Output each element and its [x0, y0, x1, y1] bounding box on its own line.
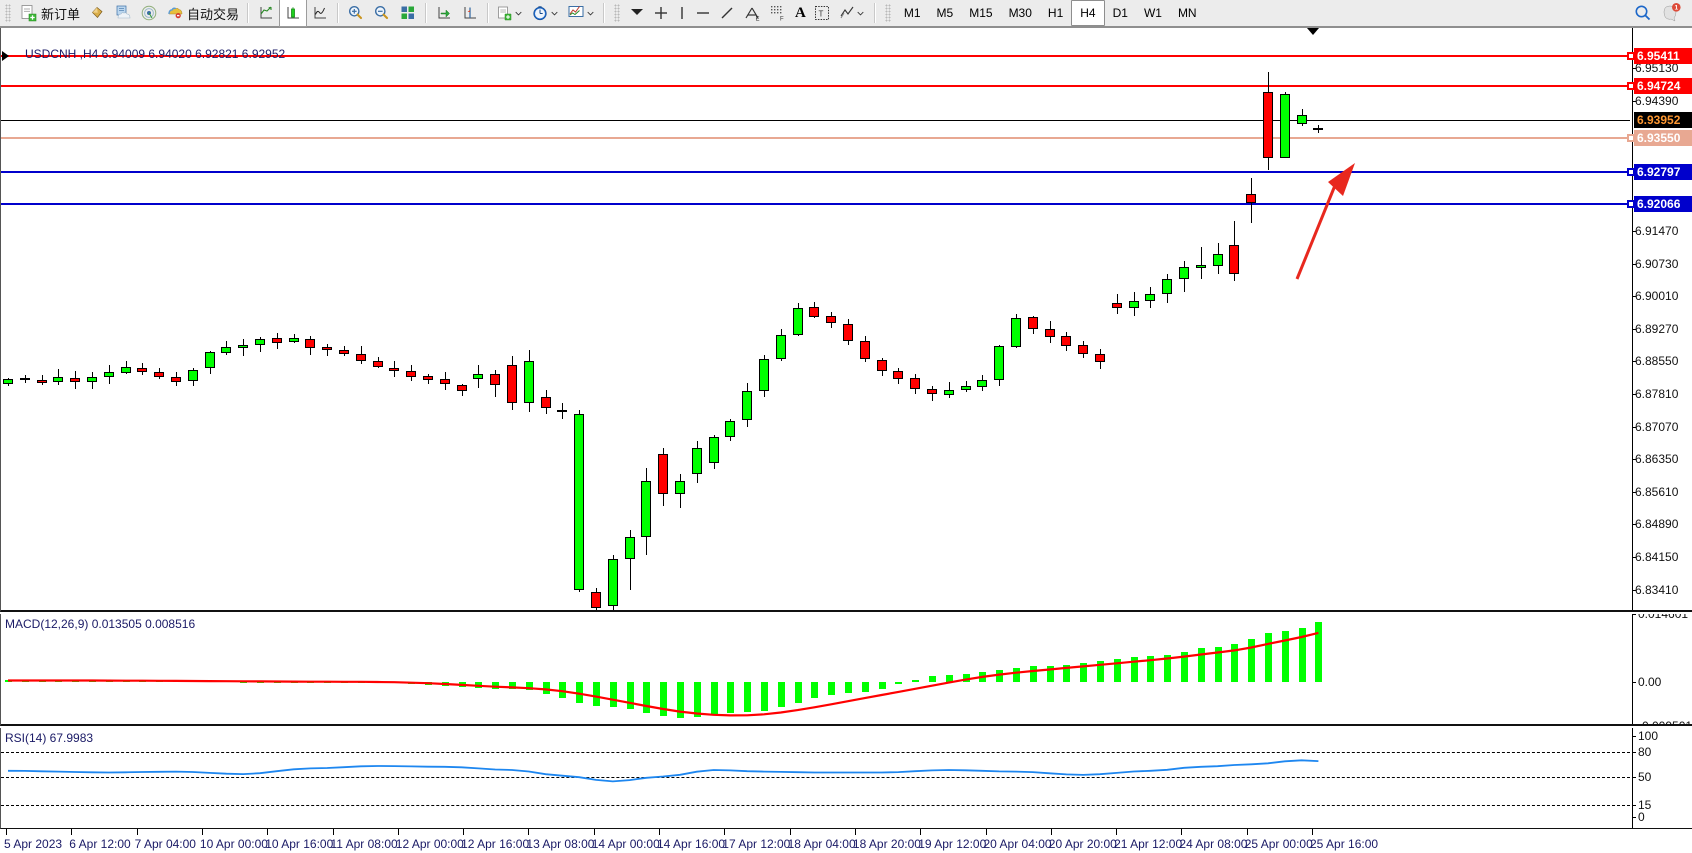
- svg-text:F: F: [780, 17, 784, 23]
- svg-text:T: T: [818, 10, 823, 19]
- svg-text:1: 1: [1674, 4, 1678, 11]
- svg-text:E: E: [756, 17, 760, 23]
